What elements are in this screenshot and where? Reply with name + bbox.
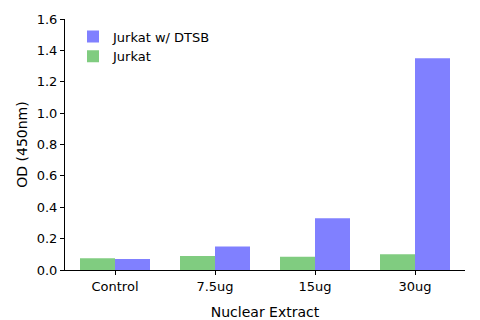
svg-text:15ug: 15ug: [298, 279, 331, 294]
svg-text:1.6: 1.6: [37, 12, 58, 27]
svg-text:1.2: 1.2: [37, 74, 58, 89]
svg-text:Jurkat w/ DTSB: Jurkat w/ DTSB: [112, 30, 209, 45]
svg-text:0.2: 0.2: [37, 231, 58, 246]
svg-text:Control: Control: [92, 279, 139, 294]
svg-text:OD (450nm): OD (450nm): [14, 101, 30, 187]
svg-text:0.4: 0.4: [37, 200, 58, 215]
svg-text:Nuclear Extract: Nuclear Extract: [211, 304, 320, 320]
svg-text:7.5ug: 7.5ug: [196, 279, 233, 294]
svg-text:Jurkat: Jurkat: [112, 49, 151, 64]
svg-text:30ug: 30ug: [398, 279, 431, 294]
svg-text:1.4: 1.4: [37, 43, 58, 58]
svg-text:0.8: 0.8: [37, 137, 58, 152]
svg-text:0.6: 0.6: [37, 168, 58, 183]
svg-text:1.0: 1.0: [37, 106, 58, 121]
svg-text:0.0: 0.0: [37, 263, 58, 278]
